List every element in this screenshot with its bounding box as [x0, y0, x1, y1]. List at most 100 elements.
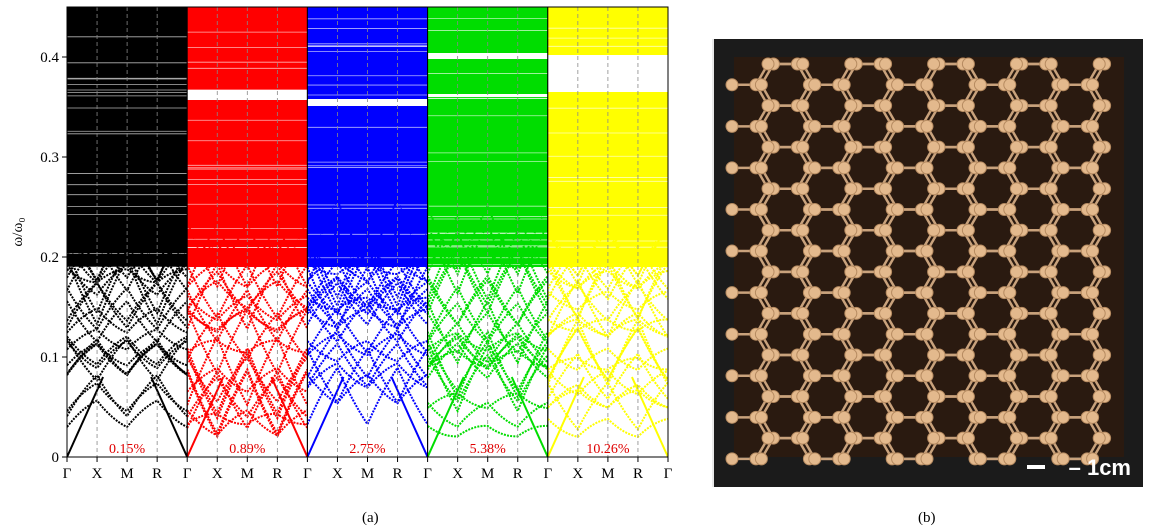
lattice-node: [1056, 244, 1070, 258]
lattice-node: [1003, 410, 1017, 424]
lattice-node: [725, 161, 739, 175]
x-tick-label: X: [92, 466, 103, 482]
lattice-node: [754, 78, 768, 92]
lattice-node: [844, 431, 858, 445]
x-tick-label: M: [481, 466, 494, 482]
band-curve: [427, 203, 548, 277]
lattice-node: [837, 452, 851, 466]
lattice-node: [761, 99, 775, 113]
band-curve: [307, 365, 428, 427]
lattice-node: [1092, 265, 1106, 279]
lattice-node: [1003, 369, 1017, 383]
lattice-node: [920, 78, 934, 92]
lattice-node: [725, 244, 739, 258]
lattice-node: [891, 410, 905, 424]
x-tick-label: M: [361, 466, 374, 482]
lattice-node: [1044, 57, 1058, 71]
lattice-node: [927, 390, 941, 404]
band-curve: [547, 417, 668, 438]
lattice-node: [1092, 390, 1106, 404]
acoustic-branch: [631, 376, 668, 457]
lattice-node: [1056, 452, 1070, 466]
band-curve: [547, 230, 668, 277]
band-curve: [547, 261, 668, 320]
band-curve: [427, 247, 548, 316]
lattice-node: [973, 244, 987, 258]
lattice-node: [725, 78, 739, 92]
lattice-node: [879, 140, 893, 154]
lattice-node: [725, 452, 739, 466]
lattice-node: [879, 348, 893, 362]
band-curve: [307, 229, 428, 300]
lattice-node: [844, 390, 858, 404]
lattice-node: [754, 202, 768, 216]
lattice-node: [879, 182, 893, 196]
lattice-node: [1086, 119, 1100, 133]
lattice-node: [973, 286, 987, 300]
panel-label: 0.89%: [229, 442, 266, 457]
acoustic-branch: [67, 376, 104, 457]
lattice-node: [754, 119, 768, 133]
lattice-node: [837, 78, 851, 92]
x-tick-label: Γ: [63, 466, 72, 482]
lattice-node: [927, 431, 941, 445]
acoustic-branch: [150, 376, 188, 457]
band-curve: [187, 367, 308, 393]
acoustic-branch: [187, 376, 225, 457]
lattice-node: [754, 286, 768, 300]
y-tick-label: 0.1: [40, 350, 59, 366]
panel-5: 10.26%X M R Γ: [547, 6, 673, 482]
lattice-node: [1092, 431, 1106, 445]
panel-label: 0.15%: [109, 442, 146, 457]
lattice-node: [844, 182, 858, 196]
lattice-node: [844, 265, 858, 279]
band-curve: [67, 232, 188, 280]
lattice-node: [891, 369, 905, 383]
band-curve: [67, 256, 188, 327]
lattice-node: [961, 223, 975, 237]
lattice-node: [808, 161, 822, 175]
acoustic-branch: [390, 376, 428, 457]
lattice-node: [927, 223, 941, 237]
band-curve: [547, 357, 668, 371]
band-curve: [547, 389, 668, 409]
lattice-node: [808, 78, 822, 92]
band-curve: [187, 409, 308, 437]
lattice-node: [844, 57, 858, 71]
band-curve: [547, 317, 668, 388]
y-tick-label: 0.4: [40, 50, 59, 66]
x-tick-label: Γ: [543, 466, 552, 482]
band-curve: [67, 248, 188, 316]
band-gap: [427, 94, 548, 97]
band-gap: [307, 99, 428, 106]
scale-bar: [1027, 465, 1045, 469]
lattice-node: [1044, 265, 1058, 279]
lattice-node: [1003, 452, 1017, 466]
lattice-node: [891, 244, 905, 258]
lattice-node: [961, 390, 975, 404]
lattice-node: [920, 410, 934, 424]
lattice-node: [808, 286, 822, 300]
acoustic-branch: [547, 376, 585, 457]
lattice-node: [1056, 327, 1070, 341]
lattice-node: [796, 57, 810, 71]
lattice-node: [796, 390, 810, 404]
lattice-node: [973, 119, 987, 133]
lattice-node: [1044, 223, 1058, 237]
band-curve: [307, 332, 428, 357]
lattice-node: [754, 244, 768, 258]
lattice-node: [796, 223, 810, 237]
lattice-node: [879, 265, 893, 279]
band-curve: [547, 222, 668, 278]
lattice-node: [961, 57, 975, 71]
lattice-node: [837, 202, 851, 216]
lattice-node: [1044, 306, 1058, 320]
lattice-node: [879, 223, 893, 237]
lattice-node: [891, 161, 905, 175]
lattice-node: [973, 369, 987, 383]
y-tick-label: 0.2: [40, 250, 59, 266]
x-tick-label: Γ: [423, 466, 432, 482]
lattice-node: [1044, 390, 1058, 404]
lattice-node: [961, 140, 975, 154]
lattice-node: [1086, 78, 1100, 92]
